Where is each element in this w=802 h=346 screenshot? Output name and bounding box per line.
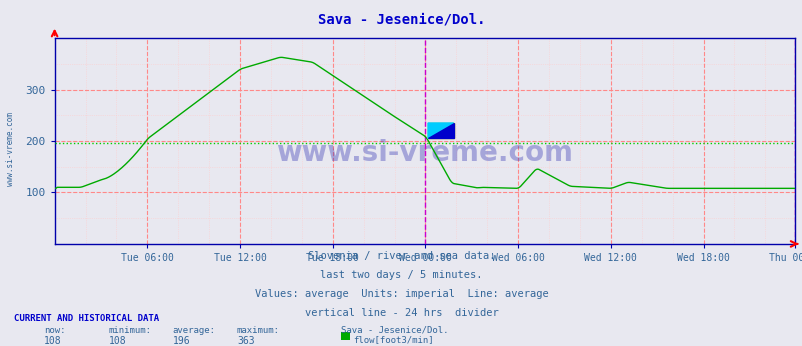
Text: Sava - Jesenice/Dol.: Sava - Jesenice/Dol. xyxy=(318,12,484,26)
Text: CURRENT AND HISTORICAL DATA: CURRENT AND HISTORICAL DATA xyxy=(14,314,160,323)
Polygon shape xyxy=(427,123,453,138)
Text: 196: 196 xyxy=(172,336,190,346)
Text: Sava - Jesenice/Dol.: Sava - Jesenice/Dol. xyxy=(341,326,448,335)
Text: minimum:: minimum: xyxy=(108,326,152,335)
Polygon shape xyxy=(427,123,453,138)
Text: flow[foot3/min]: flow[foot3/min] xyxy=(353,336,433,345)
Bar xyxy=(427,123,453,138)
Text: vertical line - 24 hrs  divider: vertical line - 24 hrs divider xyxy=(304,308,498,318)
Text: www.si-vreme.com: www.si-vreme.com xyxy=(276,139,573,167)
Text: now:: now: xyxy=(44,326,66,335)
Text: last two days / 5 minutes.: last two days / 5 minutes. xyxy=(320,270,482,280)
Text: Values: average  Units: imperial  Line: average: Values: average Units: imperial Line: av… xyxy=(254,289,548,299)
Text: www.si-vreme.com: www.si-vreme.com xyxy=(6,112,15,186)
Text: 363: 363 xyxy=(237,336,254,346)
Text: average:: average: xyxy=(172,326,216,335)
Text: Slovenia / river and sea data.: Slovenia / river and sea data. xyxy=(307,251,495,261)
Text: maximum:: maximum: xyxy=(237,326,280,335)
Text: 108: 108 xyxy=(108,336,126,346)
Text: 108: 108 xyxy=(44,336,62,346)
